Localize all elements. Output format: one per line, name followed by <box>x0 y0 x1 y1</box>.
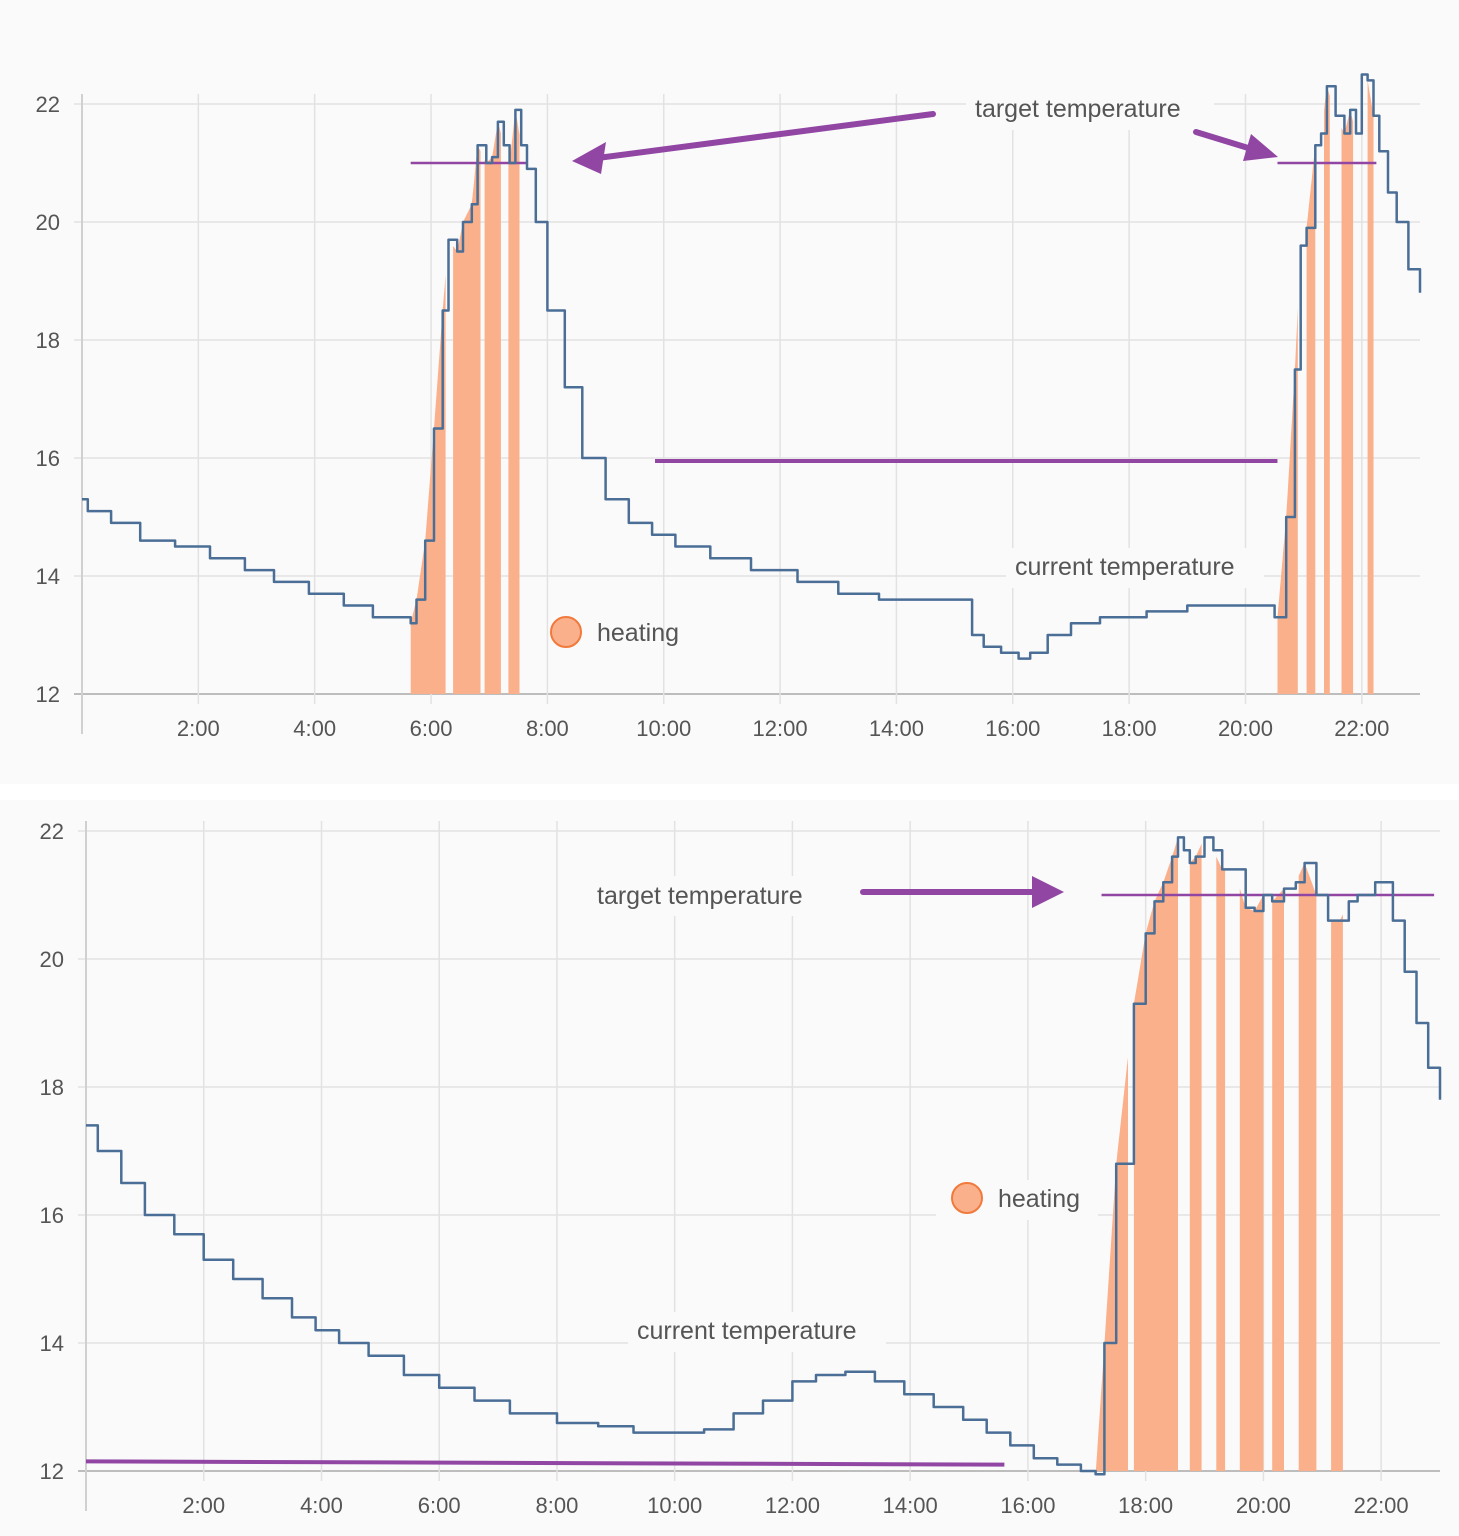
heating-bar <box>1298 863 1317 1471</box>
chart-panel-top: 12 14 16 18 20 22 2:00 4:00 6:00 8:00 10:00 12:00 14… <box>35 73 1422 741</box>
current-temperature-label: current temperature <box>1015 553 1235 581</box>
heating-bar <box>1216 856 1226 1471</box>
x-tick-label: 6:00 <box>410 716 453 741</box>
arrow-left-icon <box>587 111 936 162</box>
y-tick-label: 20 <box>36 210 60 235</box>
x-tick-label: 2:00 <box>177 716 220 741</box>
heating-bar <box>1324 86 1330 695</box>
arrow-right-head-icon <box>1243 134 1278 161</box>
x-tick-label: 22:00 <box>1334 716 1389 741</box>
x-tick-label: 16:00 <box>985 716 1040 741</box>
y-tick-label: 18 <box>36 328 60 353</box>
y-tick-label: 14 <box>36 564 60 589</box>
heating-bar <box>484 122 501 694</box>
heating-bar <box>1341 109 1354 694</box>
y-tick-label: 22 <box>40 819 64 844</box>
x-tick-label: 10:00 <box>636 716 691 741</box>
y-tick-label: 18 <box>40 1075 64 1100</box>
y-tick-label: 22 <box>36 92 60 117</box>
x-tick-label: 20:00 <box>1236 1493 1291 1518</box>
y-tick-label: 20 <box>40 947 64 972</box>
heating-bar <box>1331 914 1343 1471</box>
x-tick-label: 4:00 <box>300 1493 343 1518</box>
axis-ticks: 12 14 16 18 20 22 2:00 4:00 6:00 8:00 10:00 12:00 14… <box>36 92 1390 741</box>
arrow-right-head-icon <box>1032 876 1064 908</box>
heating-label: heating <box>597 619 679 647</box>
heating-bar <box>1133 837 1178 1471</box>
heating-bar <box>410 275 446 694</box>
current-temperature-series <box>82 73 1422 660</box>
x-tick-label: 8:00 <box>536 1493 579 1518</box>
arrow-left-head-icon <box>572 142 606 174</box>
x-tick-label: 8:00 <box>526 716 569 741</box>
heating-label: heating <box>998 1185 1080 1213</box>
target-temperature-line <box>85 1459 1005 1467</box>
heating-bars <box>410 80 1374 695</box>
heating-bar <box>1306 145 1316 695</box>
y-tick-label: 16 <box>40 1203 64 1228</box>
target-temperature-lines <box>410 161 1377 463</box>
x-tick-label: 16:00 <box>1000 1493 1055 1518</box>
current-temperature-line <box>82 73 1422 660</box>
annotations: target temperature current temperature h… <box>550 90 1278 648</box>
heating-bar <box>453 146 481 695</box>
x-tick-label: 4:00 <box>293 716 336 741</box>
heating-legend-marker <box>550 616 582 648</box>
x-tick-label: 2:00 <box>182 1493 225 1518</box>
target-temperature-label: target temperature <box>597 882 803 910</box>
x-tick-label: 6:00 <box>418 1493 461 1518</box>
y-tick-label: 12 <box>36 682 60 707</box>
grid <box>78 821 1440 1511</box>
heating-bar <box>1277 307 1298 694</box>
chart-panel-bottom: 12 14 16 18 20 22 2:00 4:00 6:00 8:00 10:00 12:00 14… <box>0 800 1459 1536</box>
annotations: target temperature current temperature h… <box>588 876 1098 1352</box>
heating-legend-marker <box>951 1182 983 1214</box>
x-tick-label: 14:00 <box>869 716 924 741</box>
axis-ticks: 12 14 16 18 20 22 2:00 4:00 6:00 8:00 10:00 12:00 14… <box>40 819 1409 1518</box>
x-tick-label: 22:00 <box>1354 1493 1409 1518</box>
heating-bar <box>1095 1057 1128 1475</box>
heating-bar <box>1272 888 1284 1471</box>
x-tick-label: 14:00 <box>883 1493 938 1518</box>
current-temperature-label: current temperature <box>637 1317 857 1345</box>
temperature-chart-top: 12 14 16 18 20 22 2:00 4:00 6:00 8:00 10:00 12:00 14… <box>36 73 1422 741</box>
x-tick-label: 18:00 <box>1118 1493 1173 1518</box>
target-temperature-label: target temperature <box>975 95 1181 123</box>
x-tick-label: 12:00 <box>765 1493 820 1518</box>
y-tick-label: 14 <box>40 1331 64 1356</box>
x-tick-label: 12:00 <box>753 716 808 741</box>
target-temperature-lines <box>85 893 1435 1467</box>
heating-bar <box>508 110 520 695</box>
temperature-chart-bottom: 12 14 16 18 20 22 2:00 4:00 6:00 8:00 10:00 12:00 14… <box>40 819 1442 1518</box>
x-tick-label: 18:00 <box>1102 716 1157 741</box>
heating-bar <box>1367 80 1374 694</box>
grid <box>74 94 1420 734</box>
heating-bar <box>1239 888 1264 1471</box>
x-tick-label: 10:00 <box>647 1493 702 1518</box>
current-temperature-line <box>86 836 1442 1476</box>
y-tick-label: 16 <box>36 446 60 471</box>
y-tick-label: 12 <box>40 1459 64 1484</box>
x-tick-label: 20:00 <box>1218 716 1273 741</box>
current-temperature-series <box>86 836 1442 1476</box>
heating-bar <box>1189 843 1202 1471</box>
